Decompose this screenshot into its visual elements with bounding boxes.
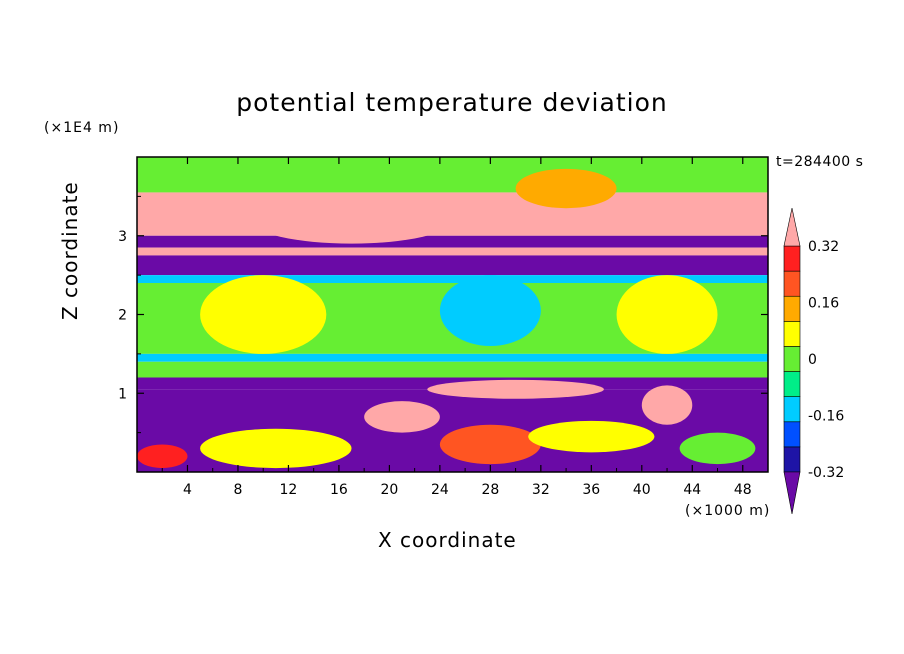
y-axis-unit-label: (×1E4 m) [44, 120, 120, 136]
field-feature-5 [427, 379, 604, 399]
colorbar-swatch [783, 371, 801, 397]
field-feature-9 [439, 424, 541, 465]
field-band-0 [137, 157, 768, 193]
x-tick-label: 12 [280, 482, 298, 498]
time-label: t=284400 s [776, 154, 864, 170]
y-axis: 1 2 3 [118, 195, 768, 434]
x-tick-label: 32 [532, 482, 550, 498]
field-feature-12 [679, 432, 756, 465]
x-tick-label: 36 [582, 482, 600, 498]
x-tick-label: 4 [183, 482, 192, 498]
x-tick-label: 20 [380, 482, 398, 498]
colorbar-swatch [783, 270, 801, 297]
field-feature-3 [439, 275, 541, 346]
field-feature-4 [616, 275, 718, 354]
field-feature-0 [250, 196, 453, 244]
x-axis-unit-label: (×1000 m) [685, 503, 771, 519]
colorbar-swatch [783, 421, 801, 448]
field-band-1 [137, 192, 768, 236]
colorbar-label: -0.16 [808, 409, 844, 425]
field-feature-7 [364, 401, 440, 433]
x-axis-label: X coordinate [378, 528, 517, 552]
colorbar-label: -0.32 [808, 465, 844, 481]
colorbar-min-triangle [783, 471, 801, 515]
field-feature-2 [200, 275, 327, 354]
x-tick-label: 8 [233, 482, 242, 498]
field-feature-6 [641, 385, 693, 425]
field-band-8 [137, 361, 768, 378]
y-tick-label: 2 [118, 308, 127, 324]
colorbar-swatch [783, 245, 801, 272]
field-feature-1 [515, 168, 617, 209]
chart-title: potential temperature deviation [236, 88, 668, 117]
x-tick-label: 28 [481, 482, 499, 498]
colorbar-swatch [783, 321, 801, 347]
heatmap-field [137, 157, 768, 472]
field-band-7 [137, 353, 768, 362]
field-band-2 [137, 235, 768, 248]
field-feature-8 [200, 428, 352, 469]
colorbar-max-triangle [783, 207, 801, 247]
x-axis: 4 8 12 16 20 24 28 32 36 40 44 48 [161, 157, 752, 498]
colorbar-swatch [783, 346, 801, 372]
colorbar-label: 0 [808, 352, 817, 368]
y-tick-label: 3 [118, 229, 127, 245]
colorbar-label: 0.16 [808, 296, 839, 312]
field-band-5 [137, 275, 768, 283]
colorbar-swatch [783, 446, 801, 473]
colorbar-label: 0.32 [808, 239, 839, 255]
colorbar-swatch [783, 295, 801, 322]
colorbar-swatch [783, 396, 801, 423]
x-tick-label: 44 [683, 482, 701, 498]
field-feature-11 [137, 444, 188, 469]
colorbar-legend: 0.32 0.16 0 -0.16 -0.32 [783, 207, 844, 515]
field-band-4 [137, 255, 768, 276]
field-feature-10 [528, 420, 655, 453]
field-band-3 [137, 247, 768, 256]
x-tick-label: 24 [431, 482, 449, 498]
y-tick-label: 1 [118, 386, 127, 402]
x-tick-label: 40 [633, 482, 651, 498]
x-tick-label: 16 [330, 482, 348, 498]
x-tick-label: 48 [734, 482, 752, 498]
